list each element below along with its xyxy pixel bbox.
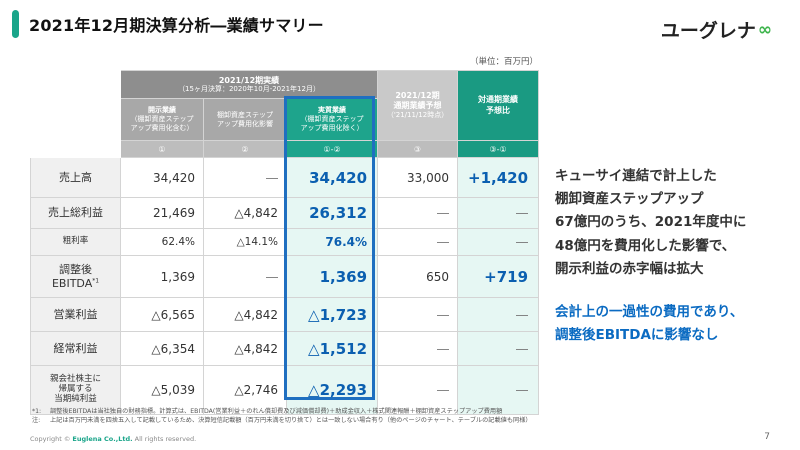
- cell-compare: ―: [457, 365, 540, 415]
- cell-compare: ―: [457, 197, 540, 229]
- row-label: 売上高: [30, 157, 121, 198]
- header-num-1-2: ①-②: [285, 140, 379, 158]
- results-summary-table: 2021/12期実績 （15ヶ月決算：2020年10月-2021年12月） 20…: [30, 70, 540, 415]
- cell-impact: △14.1%: [203, 228, 287, 256]
- table-row-gross-profit: 売上総利益 21,469 △4,842 26,312 ― ―: [30, 197, 540, 229]
- cell-forecast: ―: [377, 297, 459, 332]
- cell-disclosed: 34,420: [120, 157, 204, 198]
- cell-actual: △1,723: [285, 297, 379, 332]
- commentary-highlight: 会計上の一過性の費用であり、 調整後EBITDAに影響なし: [555, 304, 744, 344]
- table-row-net-sales: 売上高 34,420 ― 34,420 33,000 +1,420: [30, 157, 540, 198]
- footnote-2: 注: 上記は百万円未満を四捨五入して記載しているため、決算短信記載額（百万円未満を…: [32, 416, 532, 424]
- title-bar: 2021年12月期決算分析―業績サマリー: [12, 10, 324, 38]
- footnotes: *1: 調整後EBITDAは当社独自の財務指標。計算式は、EBITDA(営業利益＋…: [32, 408, 532, 426]
- row-label: 親会社株主に 帰属する 当期純利益: [30, 365, 121, 415]
- cell-impact: △4,842: [203, 297, 287, 332]
- cell-forecast: ―: [377, 197, 459, 229]
- cell-actual: 26,312: [285, 197, 379, 229]
- row-label: 経常利益: [30, 331, 121, 366]
- logo-text: ユーグレナ: [660, 20, 756, 42]
- header-stepup-impact: 棚卸資産ステップ アップ費用化影響: [203, 98, 287, 141]
- header-num-3-1: ③-①: [457, 140, 540, 158]
- header-forecast: 2021/12期 通期業績予想 （'21/11/12時点）: [377, 70, 459, 141]
- cell-disclosed: △5,039: [120, 365, 204, 415]
- cell-actual: △1,512: [285, 331, 379, 366]
- cell-impact: △4,842: [203, 331, 287, 366]
- cell-actual: △2,293: [285, 365, 379, 415]
- company-logo: ユーグレナ ∞: [661, 16, 772, 43]
- commentary-text: キューサイ連結で計上した 棚卸資産ステップアップ 67億円のうち、2021年度中…: [555, 168, 747, 277]
- cell-disclosed: 21,469: [120, 197, 204, 229]
- cell-compare: +1,420: [457, 157, 540, 198]
- page-title: 2021年12月期決算分析―業績サマリー: [29, 16, 324, 35]
- cell-impact: ―: [203, 157, 287, 198]
- cell-disclosed: △6,565: [120, 297, 204, 332]
- table-row-operating-profit: 営業利益 △6,565 △4,842 △1,723 ― ―: [30, 297, 540, 332]
- header-vs-forecast: 対通期業績 予想比: [457, 70, 540, 141]
- title-accent-bar: [12, 10, 19, 38]
- row-label: 調整後 EBITDA*1: [30, 255, 121, 298]
- header-num-1: ①: [120, 140, 204, 158]
- cell-actual: 1,369: [285, 255, 379, 298]
- header-actual: 実質業績 （棚卸資産ステップ アップ費用化除く）: [285, 98, 379, 141]
- cell-compare: +719: [457, 255, 540, 298]
- copyright: Copyright © Euglena Co.,Ltd. All rights …: [30, 435, 197, 443]
- cell-actual: 34,420: [285, 157, 379, 198]
- table-row-ordinary-profit: 経常利益 △6,354 △4,842 △1,512 ― ―: [30, 331, 540, 366]
- table-row-gross-margin: 粗利率 62.4% △14.1% 76.4% ― ―: [30, 228, 540, 256]
- cell-forecast: 650: [377, 255, 459, 298]
- cell-compare: ―: [457, 331, 540, 366]
- cell-disclosed: 62.4%: [120, 228, 204, 256]
- row-label: 営業利益: [30, 297, 121, 332]
- cell-disclosed: △6,354: [120, 331, 204, 366]
- cell-impact: △2,746: [203, 365, 287, 415]
- table-corner: [30, 70, 121, 158]
- cell-impact: △4,842: [203, 197, 287, 229]
- header-num-2: ②: [203, 140, 287, 158]
- cell-forecast: ―: [377, 331, 459, 366]
- cell-forecast: 33,000: [377, 157, 459, 198]
- footnote-1: *1: 調整後EBITDAは当社独自の財務指標。計算式は、EBITDA(営業利益＋…: [32, 408, 503, 415]
- cell-impact: ―: [203, 255, 287, 298]
- commentary: キューサイ連結で計上した 棚卸資産ステップアップ 67億円のうち、2021年度中…: [555, 165, 795, 348]
- table-row-adjusted-ebitda: 調整後 EBITDA*1 1,369 ― 1,369 650 +719: [30, 255, 540, 298]
- table-row-net-income: 親会社株主に 帰属する 当期純利益 △5,039 △2,746 △2,293 ―…: [30, 365, 540, 415]
- cell-actual: 76.4%: [285, 228, 379, 256]
- page-number: 7: [764, 432, 770, 442]
- header-fy2021-actual: 2021/12期実績 （15ヶ月決算：2020年10月-2021年12月）: [119, 70, 379, 99]
- row-label: 粗利率: [30, 228, 121, 256]
- row-label: 売上総利益: [30, 197, 121, 229]
- cell-compare: ―: [457, 228, 540, 256]
- cell-disclosed: 1,369: [120, 255, 204, 298]
- header-disclosed: 開示業績 （棚卸資産ステップ アップ費用化含む）: [120, 98, 204, 141]
- cell-compare: ―: [457, 297, 540, 332]
- cell-forecast: ―: [377, 228, 459, 256]
- unit-note: （単位：百万円）: [469, 57, 538, 67]
- logo-infinity-icon: ∞: [757, 19, 772, 40]
- header-num-3: ③: [377, 140, 459, 158]
